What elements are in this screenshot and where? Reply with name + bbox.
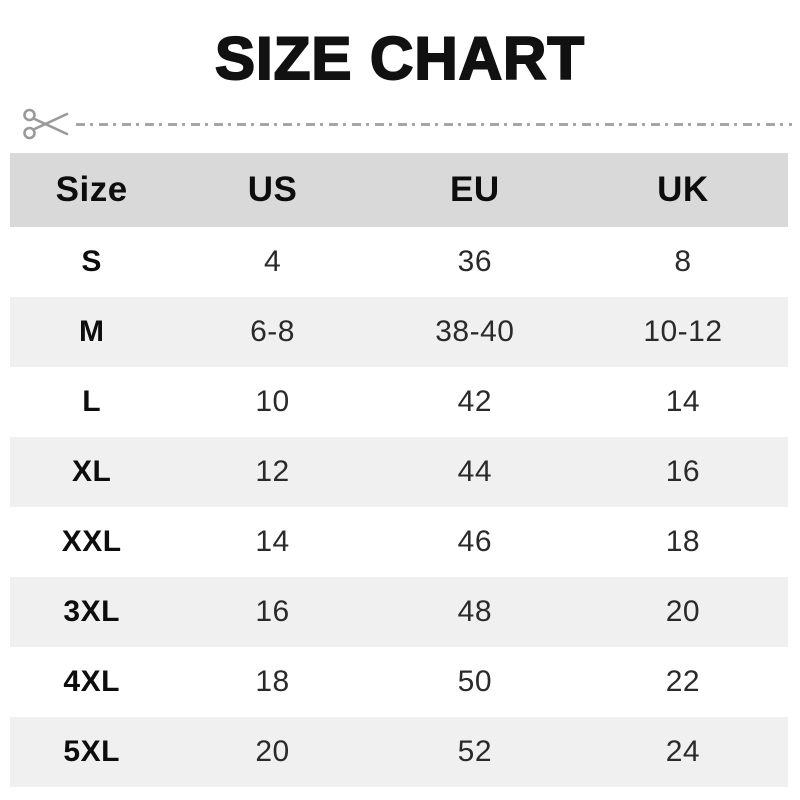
size-label: XL <box>72 455 112 488</box>
uk-value: 16 <box>665 455 701 488</box>
eu-value: 44 <box>457 455 493 488</box>
us-value: 10 <box>255 385 290 418</box>
size-label: 3XL <box>63 595 120 628</box>
eu-value: 52 <box>457 735 493 768</box>
column-header-uk: UK <box>657 170 709 209</box>
uk-value: 20 <box>665 595 701 628</box>
us-value: 16 <box>255 595 290 628</box>
page-title: SIZE CHART <box>214 25 585 93</box>
us-value: 18 <box>255 665 290 698</box>
size-label: M <box>78 315 105 348</box>
scissors-icon <box>23 108 69 140</box>
us-value: 12 <box>255 455 290 488</box>
column-header-eu: EU <box>450 170 500 209</box>
table-row: 5XL 20 52 24 <box>10 717 788 787</box>
table-row: 3XL 16 48 20 <box>10 577 788 647</box>
table-row: L 10 42 14 <box>10 367 788 437</box>
us-value: 14 <box>255 525 290 558</box>
uk-value: 22 <box>665 665 701 698</box>
uk-value: 14 <box>665 385 701 418</box>
eu-value: 50 <box>457 665 493 698</box>
table-row: S 4 36 8 <box>10 227 788 297</box>
column-header-us: US <box>247 170 298 209</box>
us-value: 6-8 <box>250 315 295 348</box>
dashed-cut-line <box>76 122 792 126</box>
uk-value: 8 <box>674 245 692 278</box>
table-row: XXL 14 46 18 <box>10 507 788 577</box>
eu-value: 38-40 <box>435 315 515 348</box>
eu-value: 48 <box>457 595 493 628</box>
table-row: 4XL 18 50 22 <box>10 647 788 717</box>
size-label: 5XL <box>63 735 120 768</box>
size-table: Size US EU UK S 4 36 8 M 6-8 38-40 10-12… <box>10 153 788 787</box>
eu-value: 42 <box>457 385 493 418</box>
size-label: XXL <box>61 525 122 558</box>
eu-value: 36 <box>457 245 493 278</box>
column-header-size: Size <box>55 170 128 209</box>
cut-line <box>22 104 792 144</box>
table-row: XL 12 44 16 <box>10 437 788 507</box>
uk-value: 18 <box>665 525 701 558</box>
size-label: 4XL <box>63 665 120 698</box>
uk-value: 10-12 <box>643 315 723 348</box>
size-label: L <box>82 385 102 418</box>
table-row: M 6-8 38-40 10-12 <box>10 297 788 367</box>
uk-value: 24 <box>665 735 701 768</box>
us-value: 4 <box>263 245 282 278</box>
table-header-row: Size US EU UK <box>10 153 788 227</box>
size-label: S <box>81 245 102 278</box>
eu-value: 46 <box>457 525 493 558</box>
us-value: 20 <box>255 735 290 768</box>
